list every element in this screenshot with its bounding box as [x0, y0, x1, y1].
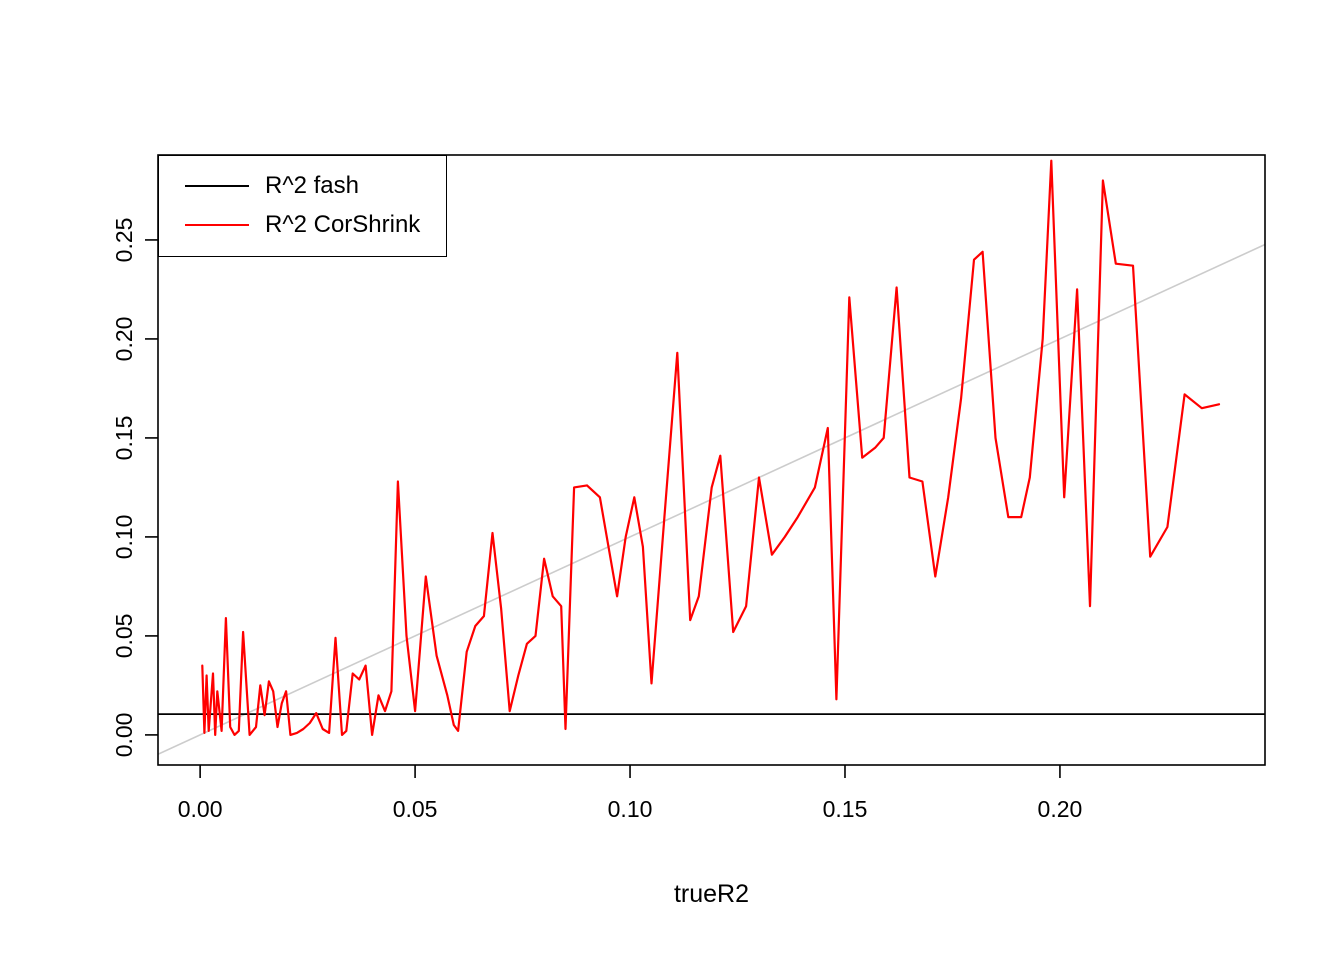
- legend-entry-fash: R^2 fash: [177, 172, 420, 201]
- fash-line-swatch: [185, 185, 249, 188]
- svg-text:0.05: 0.05: [111, 614, 137, 659]
- svg-text:0.15: 0.15: [111, 416, 137, 461]
- svg-text:trueR2: trueR2: [674, 880, 749, 908]
- svg-text:0.25: 0.25: [111, 218, 137, 263]
- legend-box: R^2 fash R^2 CorShrink: [158, 155, 448, 257]
- legend-label-corshrink: R^2 CorShrink: [265, 210, 421, 238]
- svg-text:0.10: 0.10: [111, 515, 137, 560]
- svg-text:0.00: 0.00: [178, 796, 223, 822]
- legend-label-fash: R^2 fash: [265, 172, 359, 199]
- svg-text:0.05: 0.05: [393, 796, 438, 822]
- svg-text:0.10: 0.10: [608, 796, 653, 822]
- svg-text:0.20: 0.20: [111, 317, 137, 362]
- svg-text:0.20: 0.20: [1038, 796, 1083, 822]
- svg-text:0.00: 0.00: [111, 713, 137, 758]
- legend-entry-corshrink: R^2 CorShrink: [177, 211, 420, 240]
- svg-text:0.15: 0.15: [823, 796, 868, 822]
- corshrink-line-swatch: [185, 224, 249, 227]
